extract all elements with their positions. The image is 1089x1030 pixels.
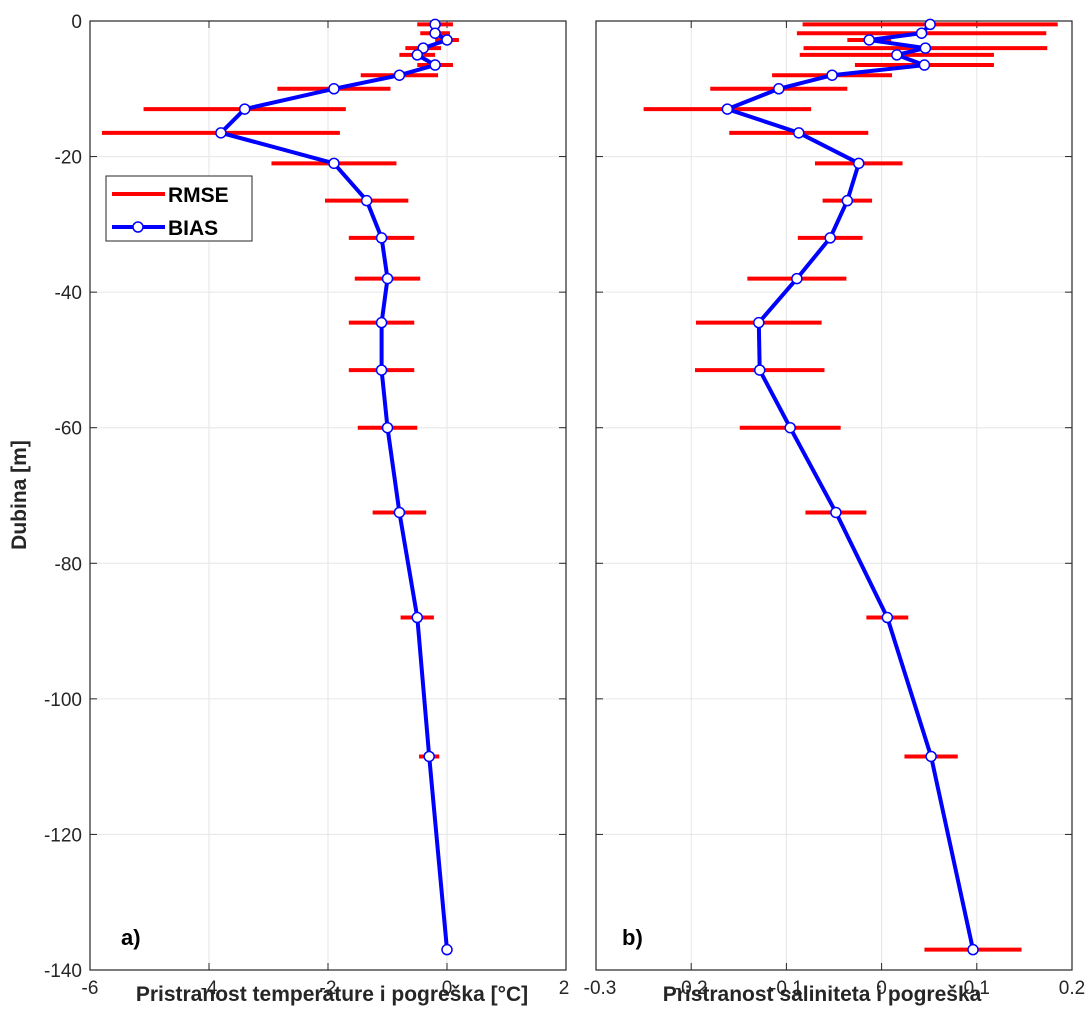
- bias-point-b-7: [773, 83, 785, 95]
- bias-point-b-16: [784, 421, 796, 434]
- y-tick-label-a-4: -80: [55, 554, 82, 575]
- bias-point-a-7: [328, 83, 340, 95]
- bias-point-b-1: [915, 27, 928, 39]
- bias-point-a-12: [375, 232, 388, 244]
- y-tick-label-a-6: -120: [44, 825, 82, 846]
- legend-box: [105, 175, 253, 242]
- x-tick-label-a-4: 2: [559, 978, 570, 999]
- bias-point-b-17: [830, 506, 842, 519]
- x-tick-label-a-2: -2: [320, 978, 337, 999]
- panel-label-b: b): [622, 925, 643, 950]
- y-tick-label-a-3: -60: [55, 419, 82, 440]
- bias-point-a-20: [441, 943, 453, 956]
- x-axis-label-b: Pristranost saliniteta i pogreška: [663, 983, 982, 1006]
- bias-point-b-2: [863, 34, 875, 46]
- y-tick-label-a-0: 0: [71, 12, 82, 33]
- bias-point-a-6: [393, 69, 406, 81]
- y-tick-label-a-1: -20: [55, 148, 82, 169]
- y-tick-label-a-5: -100: [44, 690, 82, 711]
- bias-point-b-14: [753, 316, 765, 329]
- bias-point-b-11: [841, 194, 854, 207]
- bias-point-b-13: [791, 272, 803, 285]
- bias-point-b-5: [918, 59, 931, 71]
- x-tick-label-b-2: -0.1: [770, 978, 803, 999]
- bias-point-a-1: [429, 27, 441, 39]
- bias-point-b-10: [853, 157, 865, 170]
- bias-point-a-13: [381, 272, 394, 285]
- bias-point-a-11: [360, 194, 373, 207]
- bias-point-b-6: [826, 69, 838, 81]
- legend: RMSE BIAS: [105, 175, 253, 242]
- x-tick-label-b-4: 0.1: [964, 978, 990, 999]
- bias-point-b-8: [721, 103, 734, 115]
- bias-point-b-12: [824, 232, 836, 244]
- panel-label-a: a): [121, 925, 141, 950]
- bias-point-a-10: [328, 157, 340, 170]
- legend-bias-marker: [132, 221, 144, 233]
- bias-point-b-0: [924, 18, 936, 31]
- y-tick-label-a-7: -140: [44, 961, 82, 982]
- bias-point-a-5: [429, 59, 441, 71]
- bias-point-a-8: [238, 103, 251, 115]
- panel-a-temperature: -6 -4 -2 0 20-20-40-60-80-100-120-140Pristra…: [44, 12, 569, 1006]
- x-tick-label-a-3: 0: [442, 978, 453, 999]
- x-tick-label-b-1: -0.2: [675, 978, 708, 999]
- bias-point-a-17: [393, 506, 406, 519]
- bias-point-b-15: [753, 364, 766, 376]
- bias-point-b-18: [881, 611, 894, 624]
- bias-point-b-3: [919, 42, 932, 54]
- legend-rmse-label: RMSE: [168, 184, 229, 207]
- bias-point-b-9: [793, 127, 805, 139]
- y-axis-label: Dubina [m]: [8, 440, 31, 550]
- legend-bias-label: BIAS: [168, 217, 218, 240]
- bias-point-a-18: [411, 611, 423, 624]
- bias-point-a-2: [441, 34, 453, 46]
- bias-point-a-14: [375, 316, 388, 329]
- plot-area-b: [596, 21, 1072, 970]
- x-tick-label-b-0: -0.3: [584, 978, 617, 999]
- bias-point-a-19: [423, 750, 435, 763]
- y-tick-label-a-2: -40: [55, 283, 82, 304]
- bias-point-a-16: [381, 421, 394, 434]
- panel-b-salinity: -0.3 -0.2 -0.1 0 0.1 0.2 Pristranost salinitet…: [584, 18, 1085, 1006]
- bias-point-b-4: [891, 49, 903, 61]
- axes-frame-b: [595, 20, 1073, 971]
- x-axis-label-a: Pristranost temperature i pogreška [°C]: [136, 983, 528, 1006]
- bias-point-b-19: [925, 750, 937, 763]
- x-tick-label-b-3: 0: [876, 978, 887, 999]
- x-tick-label-a-1: -4: [201, 978, 218, 999]
- bias-point-b-20: [967, 943, 979, 956]
- bias-point-a-9: [215, 127, 227, 139]
- bias-point-a-4: [411, 49, 423, 61]
- bias-point-a-15: [375, 364, 388, 376]
- x-tick-label-b-5: 0.2: [1059, 978, 1085, 999]
- x-tick-label-a-0: -6: [82, 978, 99, 999]
